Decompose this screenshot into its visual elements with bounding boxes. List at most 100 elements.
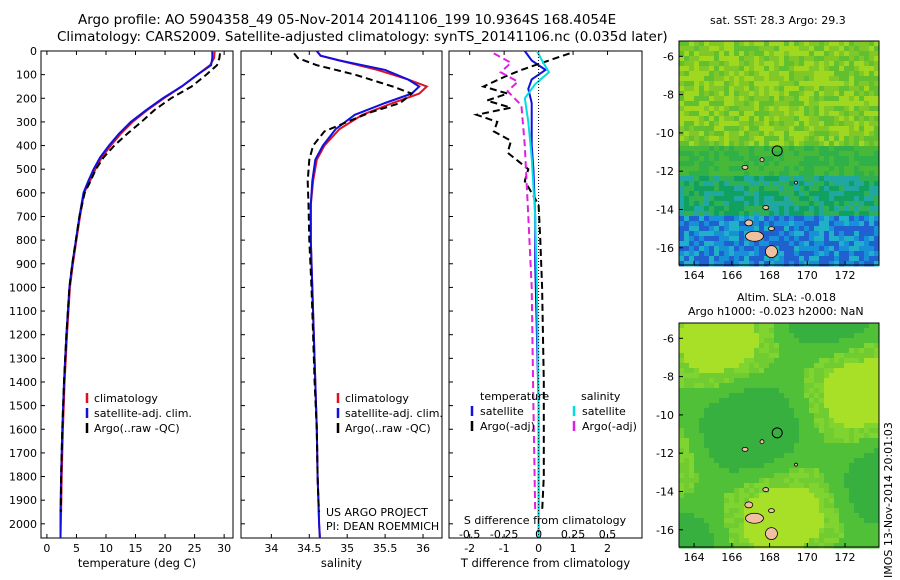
- map-pixel: [874, 206, 880, 212]
- map-pixel: [699, 251, 705, 257]
- map-pixel: [694, 246, 700, 252]
- map-pixel: [684, 101, 690, 107]
- map-pixel: [689, 151, 695, 157]
- map-pixel: [794, 413, 800, 419]
- map-pixel: [824, 493, 830, 499]
- map-pixel: [799, 478, 805, 484]
- map-pixel: [689, 423, 695, 429]
- map-pixel: [799, 191, 805, 197]
- map-pixel: [809, 91, 815, 97]
- map-pixel: [809, 498, 815, 504]
- map-pixel: [734, 463, 740, 469]
- map-pixel: [729, 393, 735, 399]
- map-pixel: [809, 503, 815, 509]
- map-pixel: [684, 403, 690, 409]
- map-pixel: [859, 398, 865, 404]
- map-pixel: [779, 448, 785, 454]
- map-pixel: [814, 418, 820, 424]
- map-pixel: [744, 181, 750, 187]
- map-pixel: [719, 261, 725, 267]
- map-pixel: [699, 468, 705, 474]
- map-pixel: [739, 488, 745, 494]
- map-pixel: [754, 171, 760, 177]
- map-pixel: [694, 86, 700, 92]
- map-pixel: [784, 533, 790, 539]
- map-pixel: [689, 523, 695, 529]
- map-pixel: [784, 231, 790, 237]
- map-pixel: [849, 348, 855, 354]
- map-pixel: [679, 71, 685, 77]
- map-pixel: [704, 323, 710, 329]
- x-axis-label: salinity: [321, 556, 362, 570]
- map-pixel: [864, 428, 870, 434]
- map-pixel: [854, 231, 860, 237]
- map-pixel: [689, 251, 695, 257]
- map-pixel: [854, 333, 860, 339]
- map-pixel: [829, 518, 835, 524]
- map-pixel: [829, 51, 835, 57]
- map-pixel: [874, 428, 880, 434]
- map-pixel: [714, 538, 720, 544]
- map-pixel: [784, 161, 790, 167]
- map-pixel: [759, 468, 765, 474]
- map-pixel: [749, 508, 755, 514]
- map-pixel: [774, 433, 780, 439]
- map-pixel: [734, 196, 740, 202]
- map-pixel: [719, 403, 725, 409]
- map-pixel: [784, 236, 790, 242]
- map-pixel: [754, 221, 760, 227]
- series-line: [293, 52, 414, 513]
- map-pixel: [749, 338, 755, 344]
- map-pixel: [779, 443, 785, 449]
- map-pixel: [834, 333, 840, 339]
- map-pixel: [774, 151, 780, 157]
- map-pixel: [759, 388, 765, 394]
- map-pixel: [799, 498, 805, 504]
- map-pixel: [799, 116, 805, 122]
- map-pixel: [839, 393, 845, 399]
- map-pixel: [684, 261, 690, 267]
- map-pixel: [729, 41, 735, 47]
- map-pixel: [784, 338, 790, 344]
- map-pixel: [699, 373, 705, 379]
- map-pixel: [679, 156, 685, 162]
- map-pixel: [859, 523, 865, 529]
- map-pixel: [754, 61, 760, 67]
- map-pixel: [714, 513, 720, 519]
- map-pixel: [784, 71, 790, 77]
- x-tick-label: 2: [604, 542, 611, 555]
- map-pixel: [679, 211, 685, 217]
- map-pixel: [794, 543, 800, 549]
- map-pixel: [819, 328, 825, 334]
- map-pixel: [689, 483, 695, 489]
- map-pixel: [684, 518, 690, 524]
- map-pixel: [769, 86, 775, 92]
- map-pixel: [699, 508, 705, 514]
- y-tick-label: 1900: [9, 494, 37, 507]
- map-pixel: [694, 186, 700, 192]
- map-pixel: [824, 196, 830, 202]
- map-pixel: [744, 101, 750, 107]
- map-pixel: [839, 468, 845, 474]
- map-pixel: [769, 468, 775, 474]
- map-pixel: [809, 81, 815, 87]
- map-pixel: [759, 206, 765, 212]
- map-pixel: [849, 246, 855, 252]
- map-pixel: [814, 493, 820, 499]
- map-pixel: [709, 533, 715, 539]
- y-tick-label: -6: [663, 50, 674, 63]
- map-pixel: [769, 56, 775, 62]
- map-pixel: [859, 206, 865, 212]
- map-pixel: [704, 453, 710, 459]
- map-pixel: [719, 91, 725, 97]
- map-pixel: [844, 181, 850, 187]
- map-pixel: [854, 328, 860, 334]
- map-pixel: [719, 186, 725, 192]
- sla-map: 164 166 168 170 172-6-8-10-12-14-16: [656, 322, 880, 564]
- map-pixel: [754, 51, 760, 57]
- map-pixel: [854, 106, 860, 112]
- map-pixel: [774, 226, 780, 232]
- map-pixel: [809, 181, 815, 187]
- map-pixel: [709, 393, 715, 399]
- map-pixel: [839, 176, 845, 182]
